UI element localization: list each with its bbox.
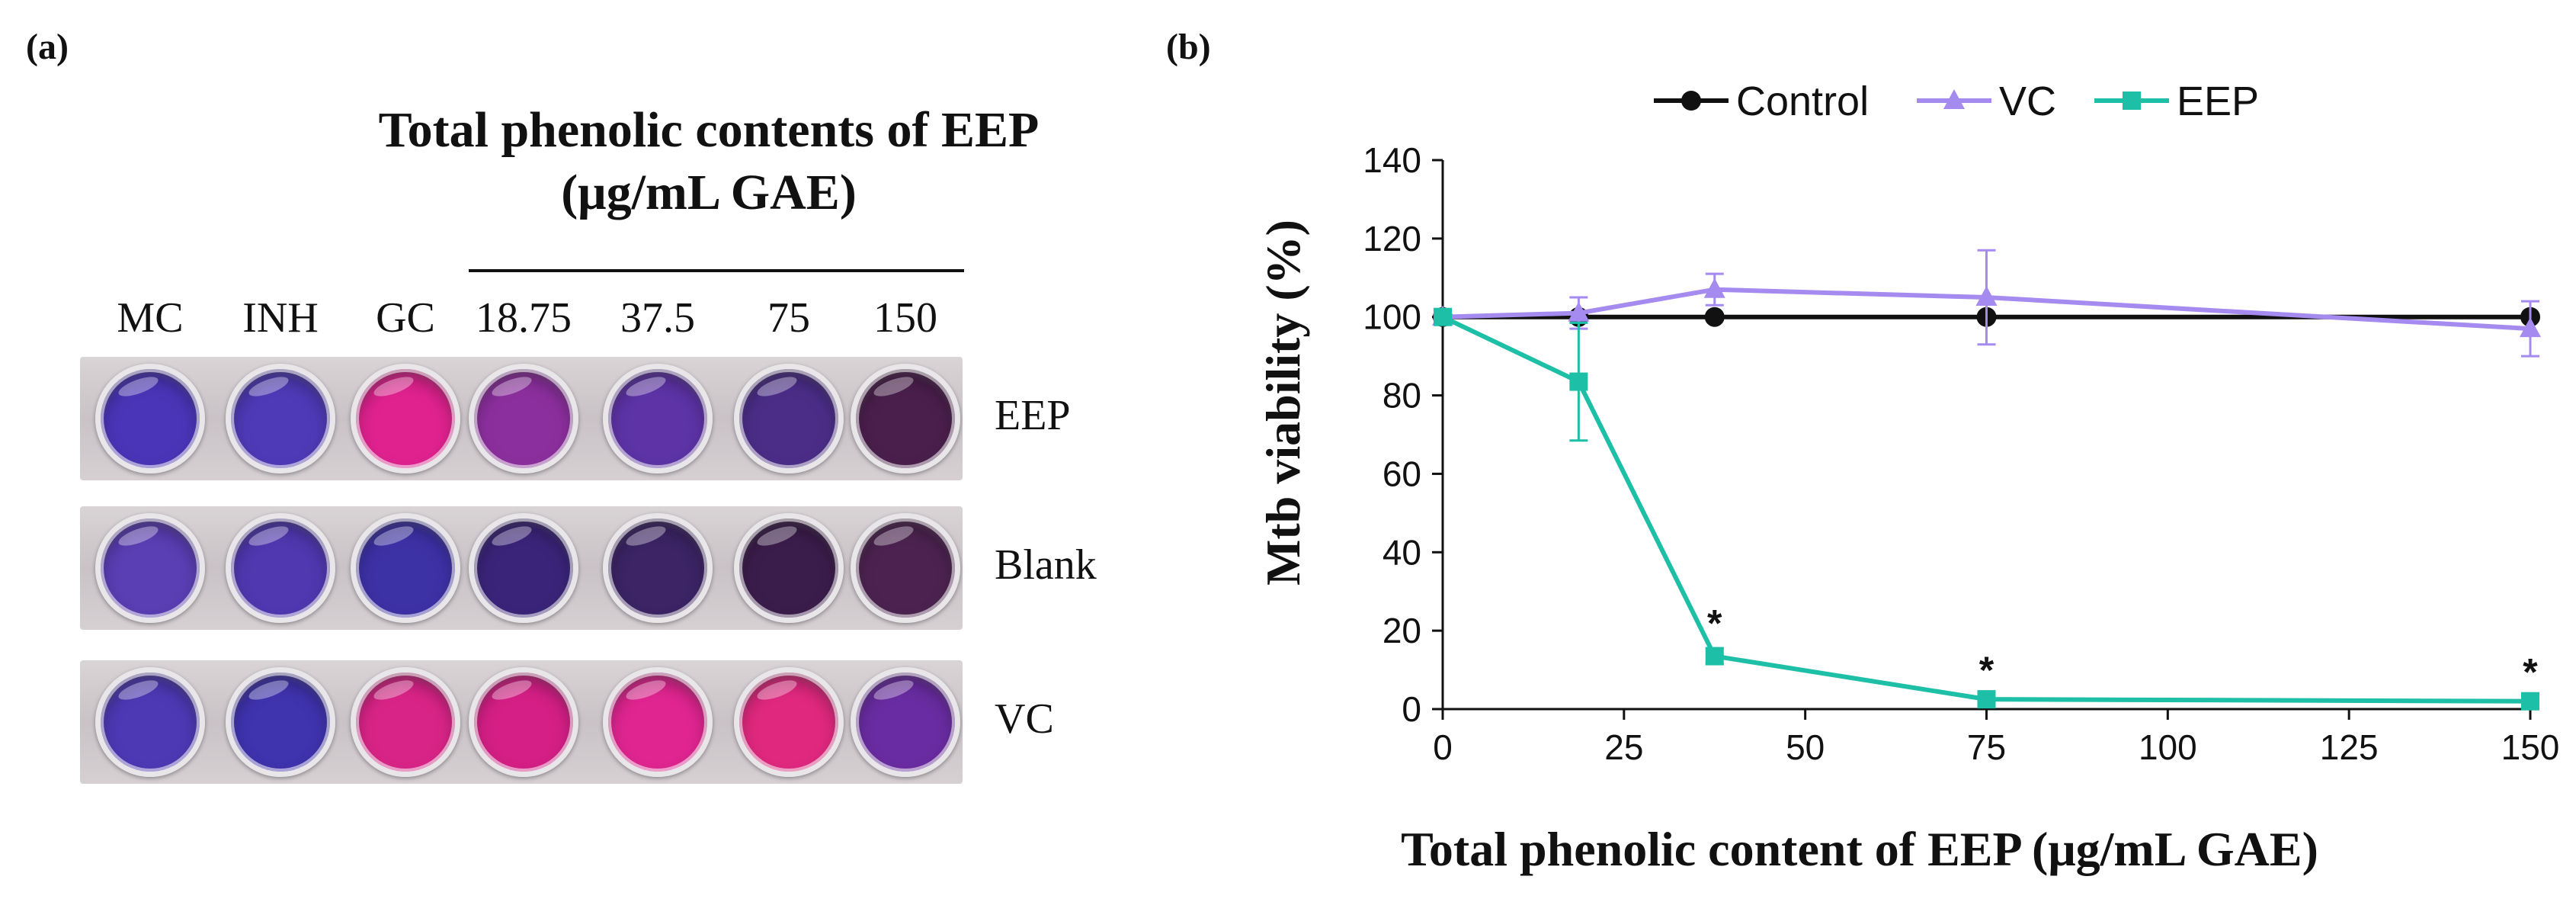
- x-tick-label: 0: [1433, 727, 1453, 767]
- y-tick-label: 60: [1383, 454, 1421, 493]
- plate-row-label: VC: [995, 695, 1054, 743]
- plate-well: [226, 364, 335, 473]
- plate-column-label: GC: [376, 294, 435, 342]
- y-tick-label: 0: [1402, 689, 1421, 729]
- y-axis-title: Mtb viability (%): [1256, 220, 1310, 586]
- y-tick-label: 40: [1383, 532, 1421, 572]
- plate-well: [469, 513, 578, 623]
- plate-well: [851, 667, 960, 777]
- data-point: [2521, 692, 2539, 711]
- plate-well: [469, 364, 578, 473]
- y-tick-label: 120: [1363, 219, 1421, 258]
- plate-column-label: MC: [117, 294, 184, 342]
- plate-well: [603, 667, 713, 777]
- data-point: [2123, 91, 2141, 110]
- data-point: [1681, 91, 1701, 111]
- plate-well: [95, 667, 205, 777]
- data-point: [1977, 690, 1996, 709]
- y-tick-label: 140: [1363, 140, 1421, 180]
- plate-well: [351, 364, 460, 473]
- y-tick-label: 80: [1383, 376, 1421, 416]
- plate-title-line2: (μg/mL GAE): [561, 165, 857, 220]
- significance-marker: *: [1979, 649, 1994, 692]
- plate-row-vc: [80, 660, 963, 784]
- plate-well: [734, 513, 844, 623]
- legend-label: EEP: [2177, 79, 2259, 124]
- plate-well: [226, 513, 335, 623]
- series-eep: [1434, 307, 2539, 711]
- x-tick-label: 100: [2139, 727, 2197, 767]
- data-point: [1705, 647, 1724, 666]
- plate-well: [734, 667, 844, 777]
- data-point: [2520, 317, 2541, 338]
- plate-title: Total phenolic contents of EEP (μg/mL GA…: [328, 99, 1090, 224]
- panel-b-label: (b): [1166, 27, 1211, 67]
- plate-well: [469, 667, 578, 777]
- y-tick-label: 100: [1363, 297, 1421, 337]
- plate-column-label: 37.5: [620, 294, 695, 342]
- x-tick-label: 75: [1967, 727, 2006, 767]
- plate-column-label: INH: [242, 294, 319, 342]
- significance-marker: *: [2523, 651, 2538, 694]
- x-tick-label: 25: [1604, 727, 1643, 767]
- data-point: [1703, 278, 1725, 298]
- x-tick-label: 150: [2501, 727, 2560, 767]
- plate-row-eep: [80, 357, 963, 480]
- significance-marker: *: [1707, 602, 1722, 644]
- data-point: [1569, 372, 1588, 391]
- concentration-bracket-rule: [469, 269, 964, 272]
- chart-legend: Control VC EEP: [1654, 79, 2259, 124]
- y-tick-label: 20: [1383, 611, 1421, 650]
- plate-well: [351, 513, 460, 623]
- plate-title-line1: Total phenolic contents of EEP: [378, 102, 1040, 158]
- chart-series: * * *: [1432, 249, 2541, 711]
- plate-well: [95, 364, 205, 473]
- legend-label: VC: [1999, 79, 2056, 124]
- plate-well: [851, 364, 960, 473]
- x-axis-title: Total phenolic content of EEP (μg/mL GAE…: [1401, 822, 2318, 876]
- chart-axes: 0 20 40 60 80 100 120 140 0 25 50 75 100 125 150: [1363, 140, 2559, 767]
- plate-well: [734, 364, 844, 473]
- plate-well: [603, 513, 713, 623]
- data-point: [1568, 301, 1590, 322]
- series-line: [1441, 315, 2531, 704]
- x-tick-label: 50: [1786, 727, 1825, 767]
- legend-label: Control: [1736, 79, 1869, 124]
- data-point: [1975, 286, 1998, 306]
- legend-item-vc: VC: [1917, 79, 2056, 124]
- plate-column-label: 75: [767, 294, 810, 342]
- data-point: [1704, 307, 1725, 327]
- plate-well: [851, 513, 960, 623]
- plate-row-blank: [80, 506, 963, 630]
- data-point: [1434, 307, 1452, 326]
- plate-well: [603, 364, 713, 473]
- legend-item-eep: EEP: [2094, 79, 2259, 124]
- plate-row-label: Blank: [995, 541, 1097, 589]
- plate-column-label: 18.75: [476, 294, 572, 342]
- x-tick-label: 125: [2320, 727, 2379, 767]
- plate-well: [95, 513, 205, 623]
- plate-well: [226, 667, 335, 777]
- plate-row-label: EEP: [995, 392, 1071, 439]
- legend-item-control: Control: [1654, 79, 1869, 124]
- panel-a-label: (a): [26, 27, 69, 67]
- series-vc: [1432, 249, 2541, 358]
- data-point: [1943, 89, 1965, 109]
- plate-well: [351, 667, 460, 777]
- plate-column-label: 150: [873, 294, 937, 342]
